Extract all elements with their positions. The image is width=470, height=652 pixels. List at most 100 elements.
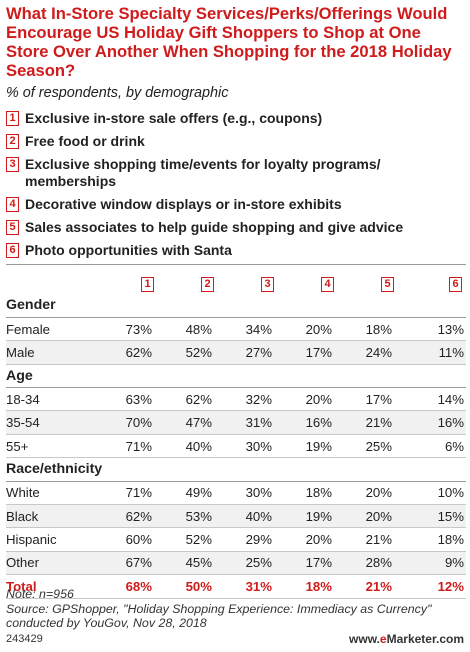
cell-value: 21% — [346, 574, 406, 599]
cell-value: 16% — [406, 410, 466, 435]
section-row: Age — [6, 364, 466, 389]
cell-value: 71% — [106, 481, 166, 506]
table-row: White 71% 49% 30% 18% 20% 10% — [6, 481, 466, 506]
legend-item: 2 Free food or drink — [6, 133, 466, 150]
legend-number-box: 5 — [6, 220, 19, 235]
legend-number-box: 6 — [6, 243, 19, 258]
brand-prefix: www. — [349, 632, 380, 646]
cell-value: 40% — [166, 434, 226, 459]
note-source: Source: GPShopper, "Holiday Shopping Exp… — [6, 601, 432, 631]
legend: 1 Exclusive in-store sale offers (e.g., c… — [6, 110, 466, 265]
chart-id: 243429 — [6, 633, 43, 645]
cell-value: 14% — [406, 387, 466, 412]
cell-value: 70% — [106, 410, 166, 435]
cell-value: 17% — [346, 387, 406, 412]
cell-value: 32% — [226, 387, 286, 412]
cell-value: 20% — [286, 317, 346, 342]
cell-value: 30% — [226, 481, 286, 506]
column-number-box: 6 — [449, 276, 462, 292]
brand-logo: www.eMarketer.com — [349, 632, 464, 646]
section-row: Race/ethnicity — [6, 457, 466, 482]
cell-value: 63% — [106, 387, 166, 412]
note-n: Note: n=956 — [6, 587, 74, 601]
row-label: Female — [6, 317, 106, 342]
cell-value: 19% — [286, 434, 346, 459]
legend-item: 3 Exclusive shopping time/events for loya… — [6, 156, 466, 190]
cell-value: 20% — [286, 527, 346, 552]
column-number-box: 5 — [381, 276, 394, 292]
column-header: 1 — [106, 272, 166, 294]
table-row: Female 73% 48% 34% 20% 18% 13% — [6, 317, 466, 342]
cell-value: 25% — [226, 551, 286, 576]
cell-value: 18% — [406, 527, 466, 552]
row-label: White — [6, 481, 106, 506]
row-label: Male — [6, 340, 106, 365]
column-header-row: 1 2 3 4 5 6 — [6, 272, 466, 294]
table-row: 55+ 71% 40% 30% 19% 25% 6% — [6, 434, 466, 459]
column-header: 5 — [346, 272, 406, 294]
table-row: 35-54 70% 47% 31% 16% 21% 16% — [6, 410, 466, 435]
section-heading: Race/ethnicity — [6, 457, 466, 482]
legend-label: Exclusive in-store sale offers (e.g., co… — [25, 110, 323, 126]
section-row: Gender — [6, 294, 466, 318]
cell-value: 17% — [286, 551, 346, 576]
column-header: 4 — [286, 272, 346, 294]
section-heading: Age — [6, 364, 466, 389]
brand-suffix: .com — [435, 632, 464, 646]
cell-value: 50% — [166, 574, 226, 599]
table-row: Black 62% 53% 40% 19% 20% 15% — [6, 504, 466, 529]
cell-value: 24% — [346, 340, 406, 365]
section-heading: Gender — [6, 294, 466, 318]
cell-value: 62% — [166, 387, 226, 412]
cell-value: 6% — [406, 434, 466, 459]
cell-value: 21% — [346, 527, 406, 552]
cell-value: 45% — [166, 551, 226, 576]
cell-value: 68% — [106, 574, 166, 599]
brand-e: e — [379, 632, 387, 646]
brand-name: Marketer — [386, 632, 436, 646]
cell-value: 12% — [406, 574, 466, 599]
column-number-box: 4 — [321, 276, 334, 292]
cell-value: 67% — [106, 551, 166, 576]
cell-value: 21% — [346, 410, 406, 435]
cell-value: 11% — [406, 340, 466, 365]
column-header: 6 — [406, 272, 466, 294]
cell-value: 13% — [406, 317, 466, 342]
column-number-box: 3 — [261, 276, 274, 292]
divider — [6, 264, 466, 265]
cell-value: 49% — [166, 481, 226, 506]
cell-value: 10% — [406, 481, 466, 506]
cell-value: 30% — [226, 434, 286, 459]
cell-value: 53% — [166, 504, 226, 529]
table-row: Other 67% 45% 25% 17% 28% 9% — [6, 551, 466, 576]
cell-value: 9% — [406, 551, 466, 576]
cell-value: 28% — [346, 551, 406, 576]
cell-value: 71% — [106, 434, 166, 459]
legend-label: Exclusive shopping time/events for loyal… — [25, 156, 381, 189]
cell-value: 20% — [286, 387, 346, 412]
cell-value: 52% — [166, 527, 226, 552]
legend-label: Decorative window displays or in-store e… — [25, 196, 342, 212]
header-spacer — [6, 272, 106, 294]
legend-item: 5 Sales associates to help guide shopping… — [6, 219, 466, 236]
cell-value: 19% — [286, 504, 346, 529]
column-number-box: 2 — [201, 276, 214, 292]
total-row: Total 68% 50% 31% 18% 21% 12% — [6, 574, 466, 599]
cell-value: 27% — [226, 340, 286, 365]
cell-value: 17% — [286, 340, 346, 365]
cell-value: 20% — [346, 504, 406, 529]
legend-number-box: 1 — [6, 111, 19, 126]
legend-item: 6 Photo opportunities with Santa — [6, 242, 466, 259]
table-row: 18-34 63% 62% 32% 20% 17% 14% — [6, 387, 466, 412]
row-label: Black — [6, 504, 106, 529]
cell-value: 18% — [286, 481, 346, 506]
column-header: 3 — [226, 272, 286, 294]
column-number-box: 1 — [141, 276, 154, 292]
row-label: 18-34 — [6, 387, 106, 412]
row-label: Other — [6, 551, 106, 576]
chart-title: What In-Store Specialty Services/Perks/O… — [6, 4, 452, 80]
cell-value: 29% — [226, 527, 286, 552]
cell-value: 31% — [226, 410, 286, 435]
table-row: Male 62% 52% 27% 17% 24% 11% — [6, 340, 466, 365]
row-label: 55+ — [6, 434, 106, 459]
